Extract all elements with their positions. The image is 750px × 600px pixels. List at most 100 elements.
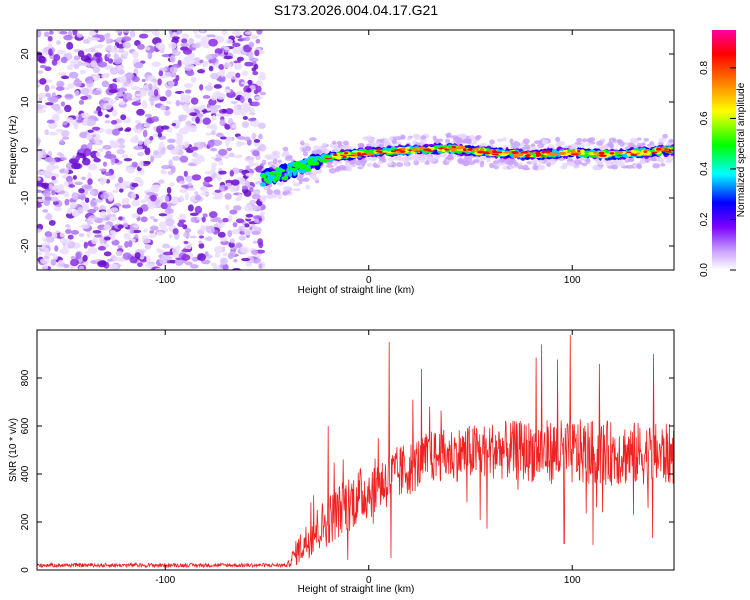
spectrogram-noise-blob [244,31,253,35]
spectrogram-noise-blob [129,30,136,38]
spectrogram-halo-blob [304,145,312,152]
spectrogram-noise-blob [169,66,178,74]
spectrogram-track-blob [351,150,359,153]
spectrogram-noise-blob [248,41,255,48]
spectrogram-noise-blob [52,200,60,206]
spectrogram-noise-blob [219,119,226,127]
spectrogram-halo-blob [332,140,337,145]
spectrogram-noise-blob [163,256,173,261]
spectrogram-noise-blob [222,252,228,257]
spectrogram-noise-blob [178,114,188,118]
snr-ytick-label: 800 [20,369,31,386]
spectrogram-noise-blob [186,63,195,69]
spectrogram-noise-blob [127,97,133,101]
spectrogram-noise-blob [180,184,189,189]
spectrogram-noise-blob [194,34,202,39]
spectrogram-ytick-label: -20 [20,238,31,253]
spectrogram-noise-blob [134,252,141,259]
spectrogram-noise-blob [37,177,42,181]
spectrogram-noise-blob [133,145,143,151]
spectrogram-noise-blob [168,159,173,167]
spectrogram-noise-blob [131,192,136,200]
spectrogram-noise-blob [189,212,199,216]
spectrogram-halo-blob [399,135,406,140]
spectrogram-noise-blob [83,241,88,249]
spectrogram-noise-blob [245,213,254,218]
spectrogram-noise-blob [233,110,242,116]
spectrogram-noise-blob [177,149,184,156]
spectrogram-xtick-label: -100 [155,275,175,286]
spectrogram-noise-blob [51,189,56,196]
spectrogram-noise-blob [82,254,88,262]
spectrogram-noise-blob [185,120,192,127]
spectrogram-noise-blob [67,64,74,71]
spectrogram-track-blob [322,155,327,159]
spectrogram-halo-blob [558,157,565,161]
spectrogram-noise-blob [197,253,206,261]
spectrogram-noise-blob [218,170,227,175]
spectrogram-halo-blob [506,160,514,166]
spectrogram-halo-blob [366,162,373,168]
spectrogram-noise-blob [142,129,148,138]
spectrogram-halo-blob [489,162,495,169]
spectrogram-noise-blob [56,40,61,45]
spectrogram-halo-blob [532,164,539,171]
spectrogram-noise-blob [114,124,122,129]
spectrogram-track-blob [577,149,581,152]
spectrogram-track-blob [375,148,383,151]
spectrogram-halo-blob [489,139,495,145]
spectrogram-track-blob [651,151,658,154]
spectrogram-noise-blob [217,231,226,238]
spectrogram-noise-blob [147,89,155,98]
spectrogram-noise-blob [181,248,192,253]
colorbar-tick-label: 0.6 [699,111,710,125]
spectrogram-noise-blob [198,240,203,244]
spectrogram-track-blob [587,152,595,156]
spectrogram-track-blob [485,148,491,152]
spectrogram-halo-blob [662,133,669,139]
spectrogram-noise-blob [43,199,51,206]
spectrogram-noise-blob [48,183,53,189]
spectrogram-noise-blob [79,69,87,75]
spectrogram-noise-blob [74,181,83,186]
spectrogram-noise-blob [190,97,199,105]
spectrogram-halo-blob [328,167,337,174]
spectrogram-noise-blob [79,192,86,201]
spectrogram-noise-blob [193,57,200,61]
spectrogram-noise-blob [161,164,171,170]
spectrogram-noise-blob [111,109,118,117]
spectrogram-noise-blob [158,179,165,184]
spectrogram-track-blob [305,167,312,172]
spectrogram-noise-blob [202,61,208,68]
spectrogram-noise-blob [37,203,42,208]
spectrogram-noise-blob [88,30,97,36]
spectrogram-noise-blob [223,185,228,191]
spectrogram-track-blob [450,148,454,153]
spectrogram-track-blob [288,172,293,178]
spectrogram-noise-blob [231,229,240,235]
spectrogram-noise-blob [195,141,204,150]
spectrogram-noise-blob [72,30,78,36]
spectrogram-track-blob [558,151,567,155]
spectrogram-halo-blob [284,185,292,191]
spectrogram-noise-blob [153,218,158,223]
snr-ytick-label: 400 [20,465,31,482]
spectrogram-noise-blob [247,97,252,104]
spectrogram-halo-blob [596,140,604,146]
spectrogram-noise-blob [218,148,228,156]
spectrogram-noise-blob [64,224,71,228]
spectrogram-track-blob [630,153,638,157]
spectrogram-noise-blob [141,78,146,83]
spectrogram-noise-blob [135,122,145,131]
spectrogram-noise-blob [38,97,43,103]
snr-ytick-label: 600 [20,417,31,434]
spectrogram-noise-blob [104,120,111,124]
spectrogram-noise-blob [39,78,47,85]
spectrogram-noise-blob [232,267,241,270]
spectrogram-halo-blob [302,151,309,157]
spectrogram-noise-blob [144,263,155,268]
spectrogram-noise-blob [247,117,256,122]
spectrogram-halo-blob [602,144,609,151]
spectrogram-noise-blob [156,248,162,253]
spectrogram-noise-blob [63,264,70,269]
